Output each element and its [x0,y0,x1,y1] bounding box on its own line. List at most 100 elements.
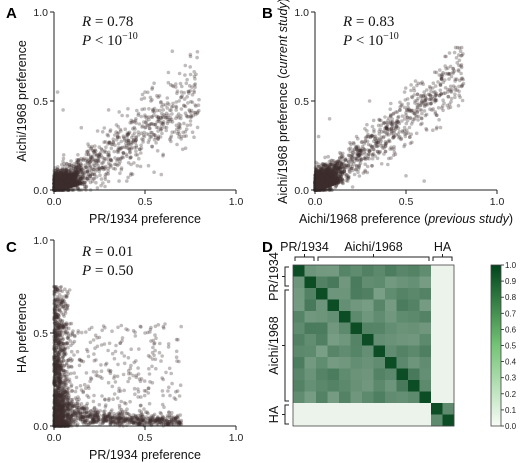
data-point [120,113,124,118]
data-point [88,160,92,164]
data-point [147,107,151,111]
data-point [78,177,82,182]
data-point [174,116,178,121]
data-point [349,166,354,171]
data-point [117,179,121,183]
data-point [58,184,63,188]
data-point [111,140,116,145]
data-point [76,165,81,169]
data-point [64,170,68,174]
data-point [350,185,355,189]
data-point [73,167,78,172]
data-point [93,169,98,173]
x-tick-label: 1.0 [229,196,244,208]
stat-line: P < 10−10 [342,31,399,49]
data-point [70,178,74,183]
data-point [59,186,63,190]
data-point [409,88,413,93]
data-point [57,177,61,181]
stat-line: R = 0.83 [342,14,394,30]
data-point [113,156,117,160]
data-point [61,174,65,178]
data-point [168,136,173,140]
data-point [148,95,153,100]
data-point [118,127,123,132]
data-point [357,174,362,178]
data-point [169,139,173,144]
data-point [58,185,63,190]
data-point [55,180,59,185]
data-point [383,149,388,154]
data-point [354,167,358,172]
data-point [57,175,61,179]
data-point [179,107,184,111]
data-point [334,184,339,188]
data-point [195,111,200,115]
data-point [60,180,64,185]
data-point [67,184,72,188]
data-point [62,178,66,183]
data-point [55,185,59,190]
data-point [64,179,68,183]
data-point [415,83,419,88]
data-point [61,185,65,190]
data-point [70,181,75,185]
data-point [319,166,324,170]
data-point [56,185,61,190]
data-point [85,149,89,154]
data-point [62,181,67,186]
data-point [54,183,59,188]
data-point [179,95,184,99]
data-point [81,180,85,185]
data-point [153,135,158,140]
data-point [102,126,107,130]
data-point [62,178,67,183]
data-point [456,103,461,108]
data-point [129,120,134,125]
data-point [453,77,458,81]
data-point [406,97,410,101]
data-point [352,172,357,177]
data-point [178,81,183,86]
data-point [195,55,199,60]
data-point [187,84,192,88]
data-point [61,184,65,189]
data-point [416,96,420,101]
data-point [129,145,134,150]
data-point [398,108,402,112]
data-point [327,117,332,121]
data-point [416,118,420,122]
data-point [156,116,160,120]
data-point [58,184,63,188]
data-point [68,177,72,181]
data-point [106,108,111,112]
data-point [193,82,198,86]
data-point [317,171,322,175]
data-point [167,102,171,107]
data-point [65,177,70,181]
data-point [104,145,108,149]
data-point [74,171,79,175]
data-point [70,179,74,183]
data-point [59,176,63,181]
data-point [77,157,81,162]
data-point [389,114,393,118]
data-point [154,125,159,130]
data-point [54,177,59,181]
data-point [61,108,65,112]
data-point [183,104,188,109]
data-point [453,95,457,100]
data-point [58,180,62,185]
data-point [74,165,78,170]
data-point [55,90,60,94]
data-point [447,77,451,81]
data-point [54,176,59,181]
data-point [67,181,71,185]
data-point [165,96,170,100]
data-point [414,131,419,136]
data-point [431,128,435,132]
data-point [381,121,386,125]
data-point [139,151,143,155]
data-point [412,88,417,93]
data-point [379,118,383,123]
